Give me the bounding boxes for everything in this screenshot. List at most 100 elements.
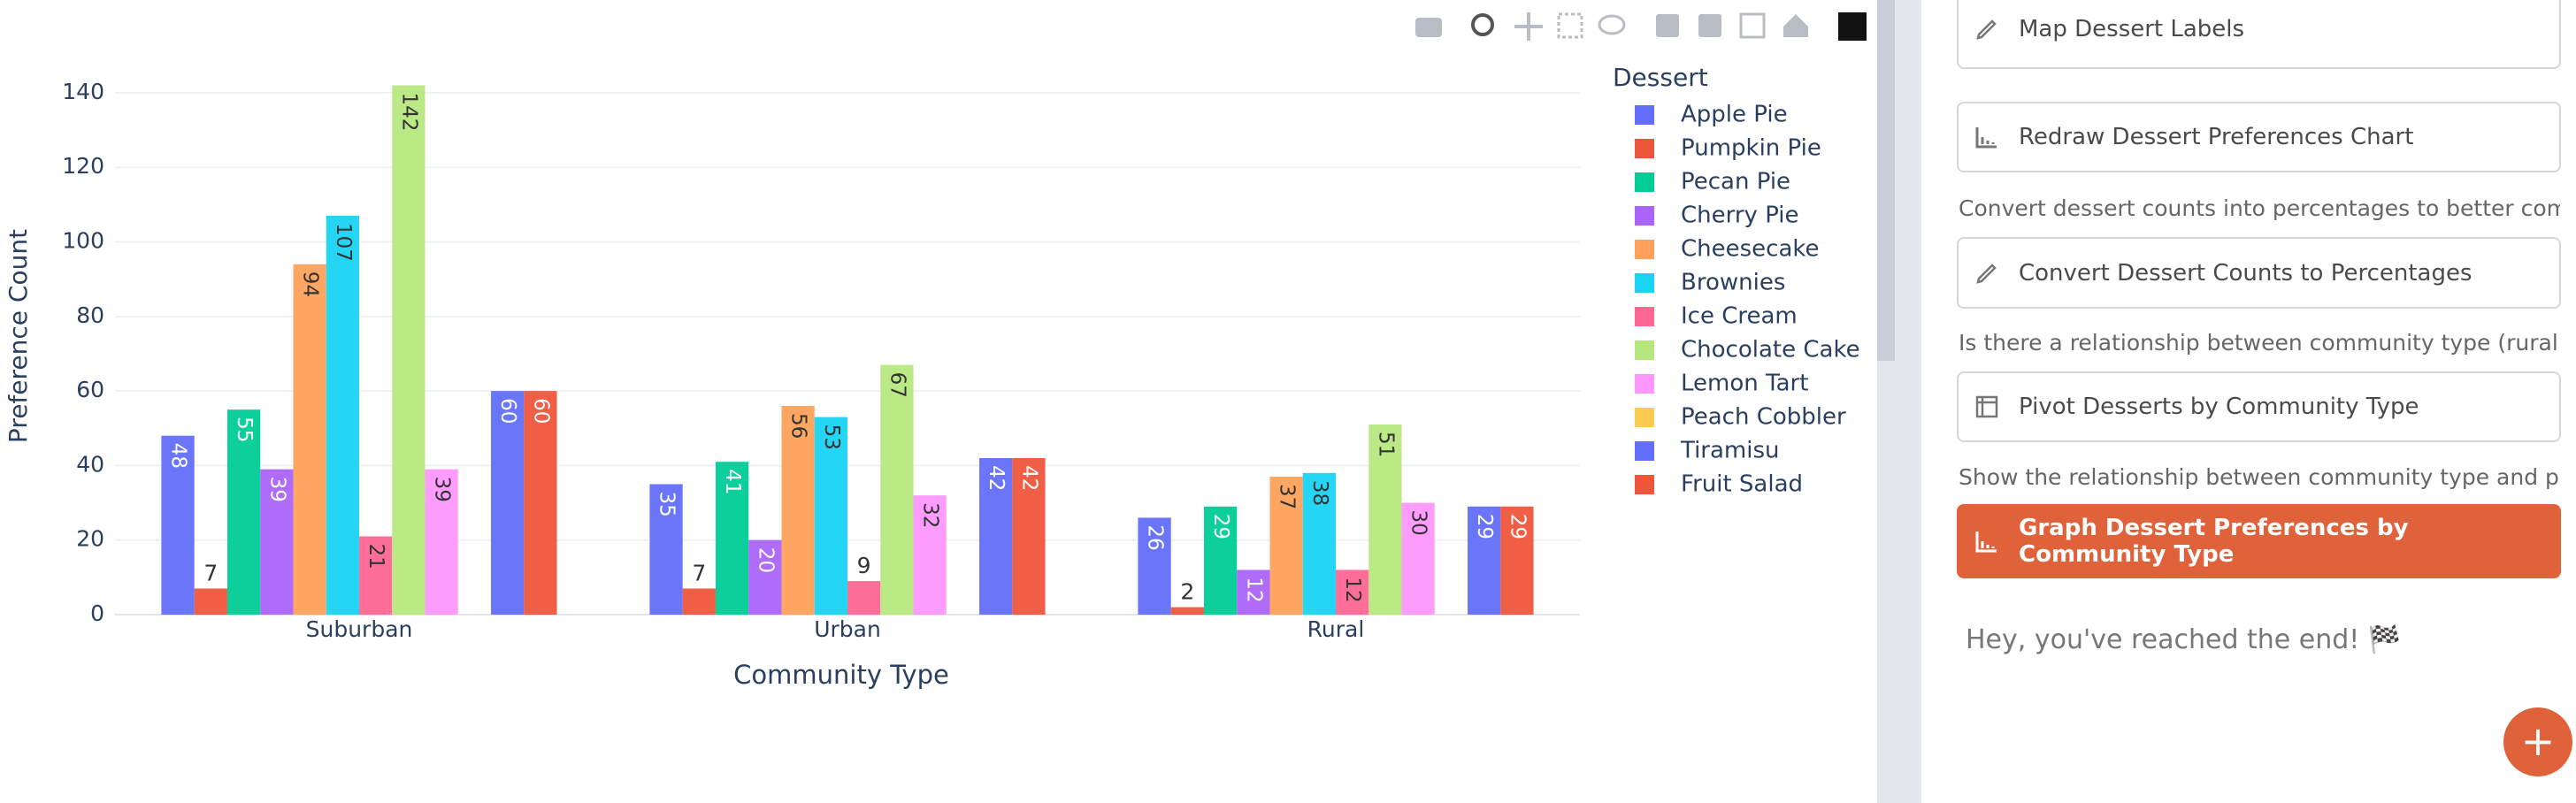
- zoom-icon[interactable]: [1471, 13, 1494, 36]
- bar: [1401, 502, 1435, 615]
- bar-label: 67: [886, 372, 908, 398]
- bar-label: 7: [692, 560, 706, 585]
- bar-label: 2: [1180, 579, 1194, 605]
- autoscale-icon[interactable]: [1739, 12, 1766, 39]
- button-label: Convert Dessert Counts to Percentages: [2019, 259, 2472, 287]
- bar-label: 9: [857, 553, 871, 578]
- bar-label: 29: [1209, 514, 1232, 539]
- bar-label: 41: [721, 469, 744, 494]
- bar: [1269, 477, 1303, 615]
- x-tick-label: Rural: [1307, 616, 1365, 642]
- bar-label: 56: [787, 413, 810, 439]
- zoom-in-icon[interactable]: [1656, 14, 1679, 37]
- legend-label: Cheesecake: [1681, 236, 1820, 263]
- chart-icon: [1975, 532, 1997, 553]
- action-button[interactable]: Convert Dessert Counts to Percentages: [1957, 237, 2561, 309]
- bar: [649, 484, 683, 615]
- bar-label: 39: [265, 477, 288, 502]
- legend-label: Ice Cream: [1681, 303, 1798, 330]
- legend-swatch: [1635, 240, 1654, 259]
- bar-label: 21: [364, 543, 387, 569]
- legend-swatch: [1635, 172, 1654, 192]
- bar-label: 60: [496, 398, 519, 424]
- bar: [260, 469, 294, 615]
- bar: [1500, 506, 1534, 615]
- camera-icon[interactable]: [1415, 18, 1442, 37]
- bar: [1237, 570, 1270, 615]
- action-button[interactable]: Pivot Desserts by Community Type: [1957, 371, 2561, 442]
- bar: [748, 539, 782, 615]
- bar-label: 37: [1276, 484, 1299, 509]
- bar-label: 35: [656, 491, 678, 516]
- y-tick-label: 20: [76, 526, 104, 552]
- bar-label: 7: [203, 560, 218, 585]
- bar: [880, 364, 914, 615]
- x-tick-label: Urban: [814, 616, 881, 642]
- chart-icon: [1975, 127, 1997, 149]
- prompt-text: Show the relationship between community …: [1959, 464, 2560, 490]
- bar: [326, 216, 359, 615]
- legend-swatch: [1635, 105, 1654, 125]
- legend-swatch: [1635, 441, 1654, 461]
- bar-label: 12: [1341, 577, 1364, 602]
- prompt-text: Convert dessert counts into percentages …: [1959, 195, 2560, 221]
- pan-icon[interactable]: [1514, 12, 1543, 41]
- reset-icon[interactable]: [1783, 14, 1808, 37]
- bar: [226, 409, 261, 615]
- bar: [293, 264, 326, 615]
- bar: [1012, 457, 1046, 615]
- legend-swatch: [1635, 307, 1654, 326]
- action-button[interactable]: Redraw Dessert Preferences Chart: [1957, 102, 2561, 172]
- bar-label: 42: [1017, 465, 1040, 491]
- edit-icon: [1976, 19, 1997, 40]
- y-tick-label: 60: [76, 377, 104, 402]
- bar: [194, 588, 227, 615]
- lasso-icon[interactable]: [1598, 14, 1626, 35]
- legend-label: Apple Pie: [1681, 102, 1788, 128]
- y-axis-title: Preference Count: [4, 229, 33, 443]
- legend-label: Lemon Tart: [1681, 371, 1808, 397]
- sidebar: Map Dessert Labels Redraw Dessert Prefer…: [1921, 0, 2576, 803]
- bar: [1336, 570, 1369, 615]
- legend-swatch: [1635, 139, 1654, 158]
- y-tick-label: 100: [62, 228, 104, 254]
- bar-label: 142: [397, 93, 420, 132]
- legend-swatch: [1635, 206, 1654, 226]
- bar: [913, 495, 947, 615]
- legend-swatch: [1635, 273, 1654, 293]
- add-button[interactable]: +: [2503, 707, 2572, 776]
- bar-label: 55: [233, 417, 256, 442]
- legend-label: Pecan Pie: [1681, 169, 1790, 195]
- select-icon[interactable]: [1557, 12, 1583, 39]
- bar-label: 26: [1144, 524, 1167, 550]
- action-button[interactable]: Graph Dessert Preferences by Community T…: [1957, 504, 2561, 578]
- bar: [491, 391, 525, 615]
- bar-label: 39: [431, 477, 454, 502]
- button-label: Pivot Desserts by Community Type: [2019, 394, 2419, 420]
- button-label: Graph Dessert Preferences by Community T…: [2019, 515, 2409, 568]
- legend-swatch: [1635, 408, 1654, 427]
- end-message: Hey, you've reached the end! 🏁: [1966, 624, 2402, 655]
- legend-label: Brownies: [1681, 270, 1785, 296]
- bar: [1138, 517, 1171, 615]
- scrollbar[interactable]: [1877, 0, 1895, 361]
- plotly-logo[interactable]: [1838, 12, 1867, 41]
- bar: [161, 435, 195, 615]
- button-label: Map Dessert Labels: [2019, 16, 2245, 42]
- bar: [1170, 607, 1204, 615]
- bar: [715, 462, 749, 615]
- pivot-icon: [1975, 395, 1998, 418]
- zoom-out-icon[interactable]: [1698, 14, 1721, 37]
- bar-label: 107: [332, 223, 355, 262]
- bar: [814, 417, 847, 615]
- legend-label: Peach Cobbler: [1681, 404, 1846, 431]
- legend-title: Dessert: [1613, 63, 1708, 92]
- bar: [1368, 424, 1402, 615]
- y-tick-label: 40: [76, 451, 104, 477]
- legend-label: Pumpkin Pie: [1681, 135, 1821, 162]
- y-tick-label: 0: [90, 600, 104, 626]
- bar-label: 60: [529, 398, 552, 424]
- bar: [1468, 506, 1501, 615]
- action-button[interactable]: Map Dessert Labels: [1957, 0, 2561, 69]
